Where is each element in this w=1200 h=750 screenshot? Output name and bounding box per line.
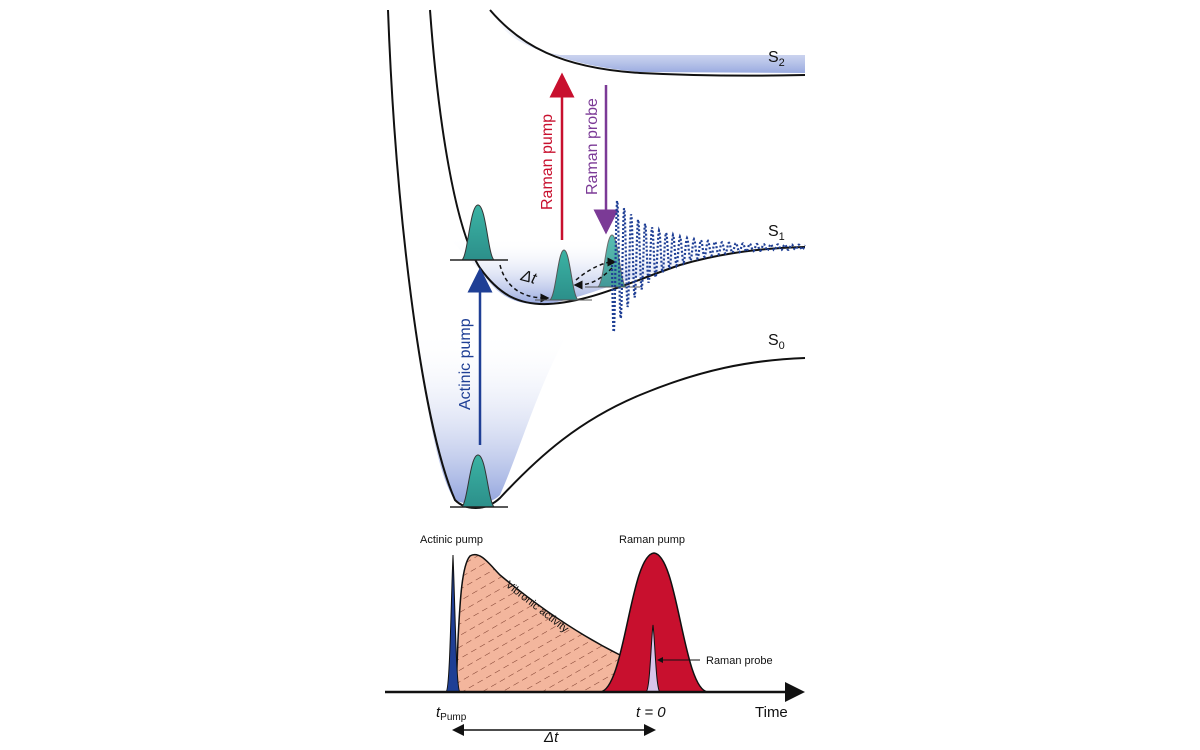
raman-pump-arrow: Raman pump bbox=[539, 72, 575, 240]
actinic-pump-label: Actinic pump bbox=[457, 318, 474, 410]
actinic-pump-pulse bbox=[445, 554, 461, 693]
svg-text:S0: S0 bbox=[768, 332, 785, 352]
state-label-s0: S0 bbox=[768, 332, 785, 352]
s2-surface bbox=[489, 9, 806, 77]
raman-probe-pulse bbox=[645, 624, 661, 693]
actinic-pump-arrow: Actinic pump bbox=[457, 267, 493, 445]
s1-initial-wavepacket bbox=[450, 204, 508, 261]
svg-text:S1: S1 bbox=[768, 223, 785, 243]
timeline-delta-t-label: Δt bbox=[543, 729, 559, 746]
vibrational-oscillation bbox=[610, 196, 806, 333]
raman-pump-pulse bbox=[599, 552, 709, 693]
propagating-wavepacket-1 bbox=[535, 249, 592, 301]
ground-wavepacket bbox=[450, 454, 508, 508]
time-axis-label: Time bbox=[755, 704, 788, 721]
s1-surface bbox=[429, 9, 806, 306]
delay-dashed-arrow: Δt bbox=[499, 264, 550, 303]
delta-t-label: Δt bbox=[518, 267, 539, 288]
oscillation-trace bbox=[610, 196, 806, 333]
state-label-s1: S1 bbox=[768, 223, 785, 243]
timeline-actinic-pump-label: Actinic pump bbox=[420, 534, 483, 546]
raman-probe-arrow: Raman probe bbox=[584, 85, 619, 235]
t-pump-label: tPump bbox=[436, 704, 467, 723]
state-label-s2: S2 bbox=[768, 49, 785, 69]
timeline bbox=[385, 552, 805, 736]
s0-surface bbox=[387, 9, 806, 509]
timeline-raman-probe-label: Raman probe bbox=[706, 655, 773, 667]
raman-pump-label: Raman pump bbox=[539, 114, 556, 210]
coherence-dashed-arrows bbox=[573, 257, 617, 290]
timeline-raman-pump-label: Raman pump bbox=[619, 534, 685, 546]
raman-probe-label: Raman probe bbox=[584, 98, 601, 195]
svg-text:S2: S2 bbox=[768, 49, 785, 69]
t-zero-label: t = 0 bbox=[636, 704, 666, 721]
